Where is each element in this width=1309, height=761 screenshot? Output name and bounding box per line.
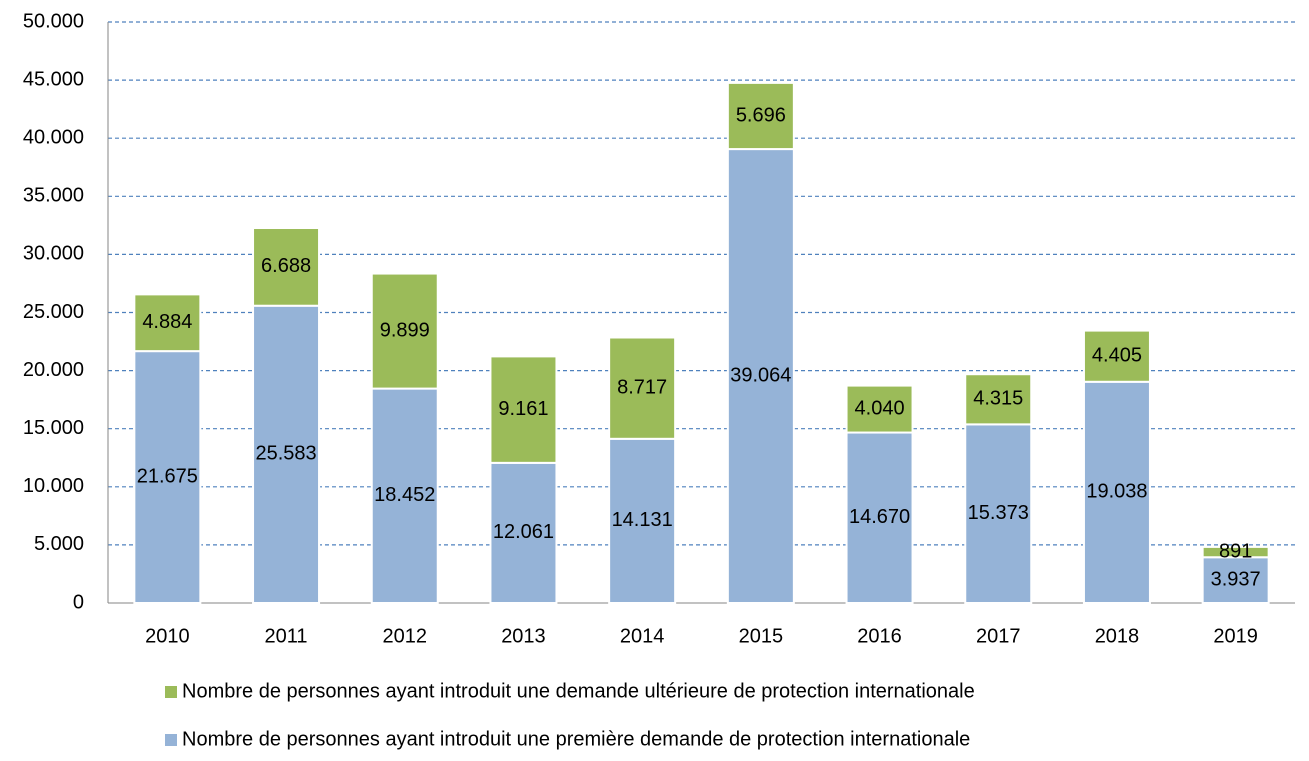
bar-segment	[1082, 329, 1151, 383]
bar-segment	[964, 373, 1033, 426]
bar-segment	[726, 81, 795, 151]
bar-segment	[370, 387, 439, 605]
bar-segment	[608, 336, 677, 440]
x-tick-label: 2015	[739, 625, 784, 647]
y-tick-label: 25.000	[23, 301, 84, 323]
bar-segment	[133, 293, 202, 353]
bar-segment	[489, 461, 558, 604]
x-tick-label: 2011	[265, 625, 308, 647]
bar-segment	[489, 355, 558, 464]
value-label: 4.405	[1092, 344, 1142, 366]
value-label: 6.688	[261, 255, 311, 277]
bar-segment	[845, 384, 914, 434]
bar-segment	[608, 437, 677, 605]
value-label: 15.373	[968, 502, 1029, 524]
value-label: 4.040	[855, 397, 905, 419]
bar-segment	[370, 272, 439, 390]
value-label: 4.315	[973, 388, 1023, 410]
y-tick-label: 45.000	[23, 68, 84, 90]
value-label: 21.675	[137, 465, 198, 487]
value-label: 5.696	[736, 104, 786, 126]
x-tick-label: 2017	[976, 625, 1021, 647]
x-tick-label: 2016	[857, 625, 902, 647]
value-label: 39.064	[730, 364, 791, 386]
y-tick-label: 50.000	[23, 10, 84, 32]
bar-segment	[726, 148, 795, 604]
value-label: 18.452	[374, 484, 435, 506]
bar-segment	[845, 431, 914, 604]
value-label: 14.131	[612, 509, 673, 531]
x-tick-label: 2010	[145, 625, 190, 647]
value-label: 25.583	[255, 443, 316, 465]
legend-label: Nombre de personnes ayant introduit une …	[182, 728, 970, 750]
y-tick-label: 30.000	[23, 243, 84, 265]
value-label: 4.884	[142, 311, 192, 333]
bar-segment	[252, 304, 321, 604]
legend-label: Nombre de personnes ayant introduit une …	[182, 680, 975, 702]
bar-segment	[252, 227, 321, 307]
value-label: 891	[1219, 540, 1252, 562]
y-tick-label: 15.000	[23, 417, 84, 439]
value-label: 3.937	[1211, 568, 1261, 590]
y-tick-label: 5.000	[34, 533, 84, 555]
legend-swatch	[165, 686, 177, 698]
x-tick-label: 2018	[1095, 625, 1140, 647]
y-tick-label: 10.000	[23, 475, 84, 497]
value-label: 12.061	[493, 521, 554, 543]
y-tick-label: 0	[73, 591, 84, 613]
bar-segment	[1201, 545, 1270, 559]
bar-segment	[964, 423, 1033, 605]
value-label: 9.899	[380, 319, 430, 341]
value-label: 9.161	[498, 398, 548, 420]
x-tick-label: 2014	[620, 625, 665, 647]
y-tick-label: 35.000	[23, 185, 84, 207]
x-tick-label: 2019	[1213, 625, 1258, 647]
value-label: 19.038	[1086, 481, 1147, 503]
value-label: 8.717	[617, 376, 667, 398]
value-label: 14.670	[849, 506, 910, 528]
bar-segment	[1082, 380, 1151, 604]
y-tick-label: 40.000	[23, 126, 84, 148]
x-tick-label: 2012	[383, 625, 428, 647]
x-tick-label: 2013	[501, 625, 546, 647]
legend-swatch	[165, 734, 177, 746]
y-tick-label: 20.000	[23, 359, 84, 381]
